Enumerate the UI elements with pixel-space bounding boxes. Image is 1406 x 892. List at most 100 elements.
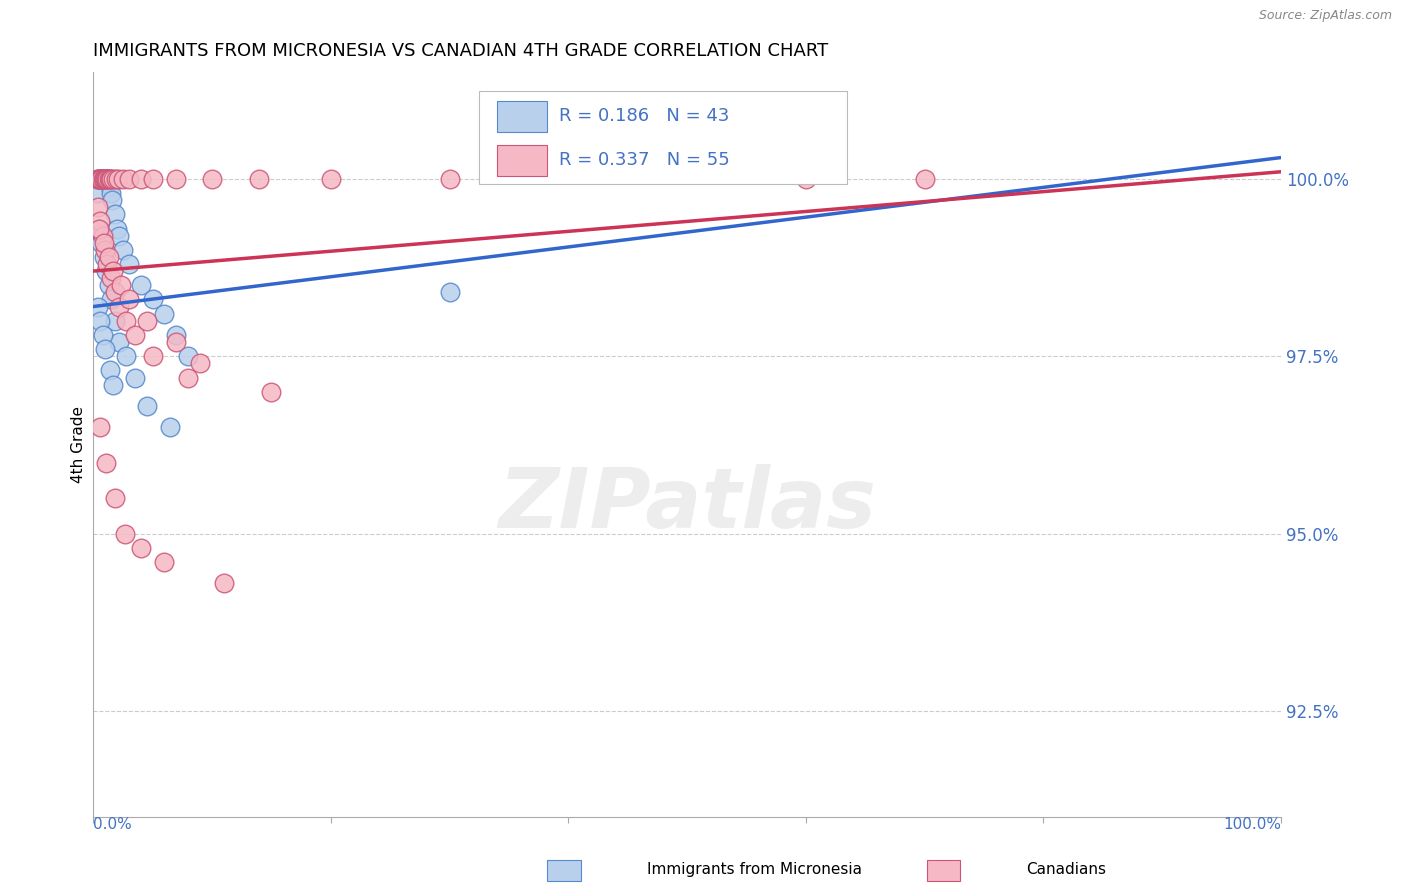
Point [165,172,187,186]
Point [97,172,120,186]
Point [91,327,114,342]
Text: 100.0%: 100.0% [1223,817,1281,832]
Point [96,172,118,186]
Point [107,172,129,186]
Point [165,327,187,342]
Point [97,278,120,293]
Point [103,314,125,328]
Point [212,576,235,591]
Point [118,257,141,271]
Point [104,172,127,186]
Point [100,186,122,200]
Point [142,293,165,307]
Point [115,314,138,328]
Text: ZIPatlas: ZIPatlas [498,464,876,545]
FancyBboxPatch shape [498,145,547,176]
Point [153,307,176,321]
Point [89,420,111,434]
Point [87,172,110,186]
Point [94,342,117,356]
Point [129,172,152,186]
Point [93,172,115,186]
Point [111,243,134,257]
Point [201,172,224,186]
Point [103,264,125,278]
Point [87,300,110,314]
Point [115,349,138,363]
Point [118,172,141,186]
Point [103,172,125,186]
Point [100,172,122,186]
Point [89,314,111,328]
Point [108,334,131,349]
Point [188,356,211,370]
Point [108,300,131,314]
Point [153,555,176,569]
Text: R = 0.337   N = 55: R = 0.337 N = 55 [558,152,730,169]
Point [89,172,111,186]
Point [94,243,117,257]
Point [89,221,111,235]
Point [103,207,125,221]
Point [129,278,152,293]
Point [89,221,111,235]
Point [103,491,125,505]
Point [93,235,115,250]
Point [124,370,146,384]
Point [97,250,120,264]
Point [124,327,146,342]
Point [90,235,112,250]
Point [118,293,141,307]
Point [439,172,461,186]
Point [177,349,200,363]
Point [86,172,108,186]
Point [165,334,187,349]
Point [103,285,125,300]
Point [90,172,112,186]
Point [177,370,200,384]
Point [135,399,157,413]
Point [914,172,936,186]
FancyBboxPatch shape [498,101,547,132]
Text: 0.0%: 0.0% [93,817,132,832]
Point [96,257,118,271]
Point [96,456,118,470]
Point [89,172,111,186]
Text: Source: ZipAtlas.com: Source: ZipAtlas.com [1258,9,1392,22]
Point [96,172,118,186]
Text: Canadians: Canadians [1026,863,1107,877]
Point [96,172,118,186]
Point [249,172,271,186]
Point [142,349,165,363]
Point [89,172,111,186]
Point [94,172,117,186]
Point [96,264,118,278]
Point [110,278,132,293]
Point [97,172,120,186]
Point [111,172,134,186]
Point [89,172,111,186]
Point [439,285,461,300]
Point [135,314,157,328]
Point [129,541,152,555]
Point [319,172,342,186]
Point [101,193,124,207]
Point [98,172,121,186]
Point [260,384,283,399]
Point [159,420,181,434]
Text: R = 0.186   N = 43: R = 0.186 N = 43 [558,107,730,126]
Point [98,178,121,193]
Point [91,172,114,186]
Point [100,271,122,285]
Point [96,172,118,186]
Point [89,214,111,228]
Point [794,172,817,186]
Point [91,172,114,186]
Point [93,172,115,186]
Point [86,186,108,200]
Point [87,200,110,214]
Y-axis label: 4th Grade: 4th Grade [72,407,86,483]
Point [103,377,125,392]
Point [100,293,122,307]
Point [98,363,121,377]
